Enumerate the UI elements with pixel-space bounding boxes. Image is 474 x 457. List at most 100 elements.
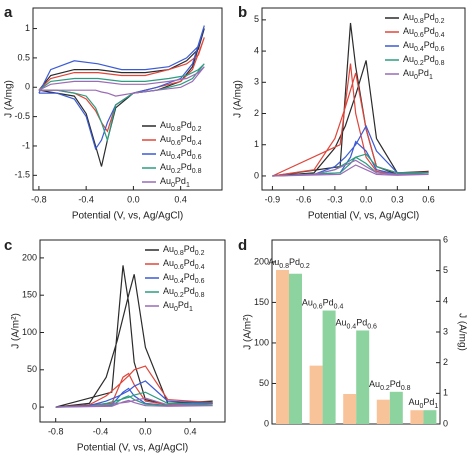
x-axis-title: Potential (V, vs, Ag/AgCl) (77, 443, 188, 454)
bar (343, 394, 357, 424)
category-label: Au0.4Pd0.6 (335, 318, 377, 330)
bar (289, 273, 302, 424)
y-tick-label: 2 (254, 108, 259, 118)
x-tick-label: 0.0 (360, 194, 373, 204)
x-tick-label: -0.6 (296, 194, 312, 204)
y-tick-label: 0 (25, 82, 30, 92)
legend-label: Au0.8Pd0.2 (160, 120, 202, 132)
y-axis-title: J (A/mg) (4, 80, 15, 118)
y2-tick-label: 0 (443, 418, 448, 428)
bar (423, 410, 437, 424)
legend-label: Au0.4Pd0.6 (160, 148, 202, 160)
bar (410, 410, 424, 424)
data-line (38, 25, 205, 151)
x-tick-label: 0.3 (391, 194, 404, 204)
panel-label: c (4, 237, 12, 254)
data-line (38, 63, 205, 143)
y-tick-label: -0.5 (14, 111, 30, 121)
bar (322, 310, 336, 424)
y-tick-label: 5 (254, 14, 259, 24)
x-axis-title: Potential (V, vs, Ag/AgCl) (72, 211, 183, 222)
y2-tick-label: 3 (443, 326, 448, 336)
y-tick-label: 100 (22, 327, 37, 337)
data-line (55, 365, 213, 408)
data-line (55, 397, 213, 408)
x-axis-title: Potential (V, vs, Ag/AgCl) (308, 211, 419, 222)
y-tick-label: 200 (22, 252, 37, 262)
legend-label: Au0.2Pd0.8 (163, 286, 205, 298)
y2-tick-label: 2 (443, 357, 448, 367)
y-tick-label: 1 (254, 139, 259, 149)
legend-label: Au0.6Pd0.4 (160, 134, 202, 146)
data-line (38, 28, 205, 167)
category-label: Au0Pd1 (408, 398, 438, 410)
y-tick-label: 150 (22, 290, 37, 300)
bar (389, 391, 403, 424)
legend-label: Au0Pd1 (160, 176, 190, 188)
x-tick-label: 0.4 (174, 194, 187, 204)
legend-label: Au0.2Pd0.8 (160, 162, 202, 174)
y-tick-label: 0 (264, 418, 269, 428)
y-tick-label: 200 (254, 256, 269, 266)
x-tick-label: -0.9 (265, 194, 281, 204)
x-tick-label: 0.0 (139, 426, 152, 436)
bar (276, 269, 289, 424)
data-line (272, 159, 429, 177)
y-tick-label: 3 (254, 77, 259, 87)
y-tick-label: 4 (254, 45, 259, 55)
y-axis-title: J (A/mg) (233, 80, 244, 118)
x-tick-label: -0.4 (78, 194, 94, 204)
data-line (272, 153, 429, 177)
legend-label: Au0.8Pd0.2 (403, 12, 445, 24)
legend-label: Au0Pd1 (163, 300, 193, 312)
x-tick-label: -0.8 (31, 194, 47, 204)
x-tick-label: 0.4 (184, 426, 197, 436)
y-tick-label: 0 (254, 170, 259, 180)
category-label: Au0.6Pd0.4 (302, 298, 344, 310)
data-line (272, 63, 429, 177)
x-tick-label: -0.3 (327, 194, 343, 204)
category-label: Au0.8Pd0.2 (268, 257, 310, 269)
legend-label: Au0.4Pd0.6 (163, 272, 205, 284)
data-line (55, 391, 213, 408)
x-tick-label: 0.0 (127, 194, 140, 204)
plot-frame (39, 239, 226, 423)
x-tick-label: 0.6 (422, 194, 435, 204)
y2-tick-label: 4 (443, 296, 448, 306)
panel-label: d (238, 237, 247, 254)
y-tick-label: 100 (254, 337, 269, 347)
category-label: Au0.2Pd0.8 (369, 379, 411, 391)
y2-tick-label: 1 (443, 388, 448, 398)
x-tick-label: -0.8 (48, 426, 64, 436)
data-line (38, 66, 205, 97)
bar (309, 365, 323, 424)
y2-tick-label: 5 (443, 265, 448, 275)
y-tick-label: 1 (25, 23, 30, 33)
y-axis-title: J (A/m²) (243, 314, 254, 350)
y-tick-label: 0 (32, 401, 37, 411)
data-line (55, 380, 213, 408)
legend-label: Au0.4Pd0.6 (403, 40, 445, 52)
plot-frame (32, 7, 223, 191)
y-tick-label: -1.5 (14, 170, 30, 180)
y-tick-label: 0.5 (17, 52, 30, 62)
legend-label: Au0.8Pd0.2 (163, 244, 205, 256)
y-tick-label: 150 (254, 297, 269, 307)
panel-label: b (238, 4, 247, 21)
y2-tick-label: 6 (443, 234, 448, 244)
y-tick-label: 50 (27, 364, 37, 374)
x-tick-label: -0.4 (93, 426, 109, 436)
legend-label: Au0Pd1 (403, 68, 433, 80)
bar (376, 399, 390, 424)
bar (356, 330, 370, 424)
y2-axis-title: J (A/mg) (456, 313, 467, 351)
panel-label: a (4, 4, 13, 21)
y-axis-title: J (A/m²) (11, 313, 22, 349)
legend-label: Au0.6Pd0.4 (163, 258, 205, 270)
legend-label: Au0.2Pd0.8 (403, 54, 445, 66)
y-tick-label: -1 (22, 140, 30, 150)
plot-frame (261, 7, 466, 191)
y-tick-label: 50 (259, 378, 269, 388)
legend-label: Au0.6Pd0.4 (403, 26, 445, 38)
